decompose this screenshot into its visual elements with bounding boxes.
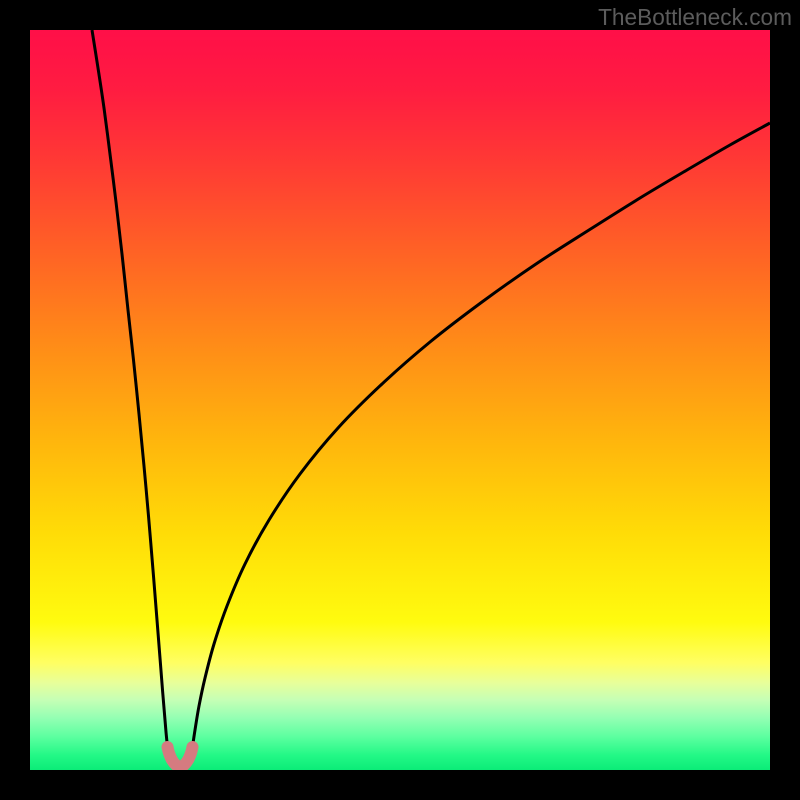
chart-stage: TheBottleneck.com bbox=[0, 0, 800, 800]
bottleneck-curve-chart bbox=[0, 0, 800, 800]
plot-background bbox=[30, 30, 770, 770]
watermark-text: TheBottleneck.com bbox=[598, 4, 792, 31]
